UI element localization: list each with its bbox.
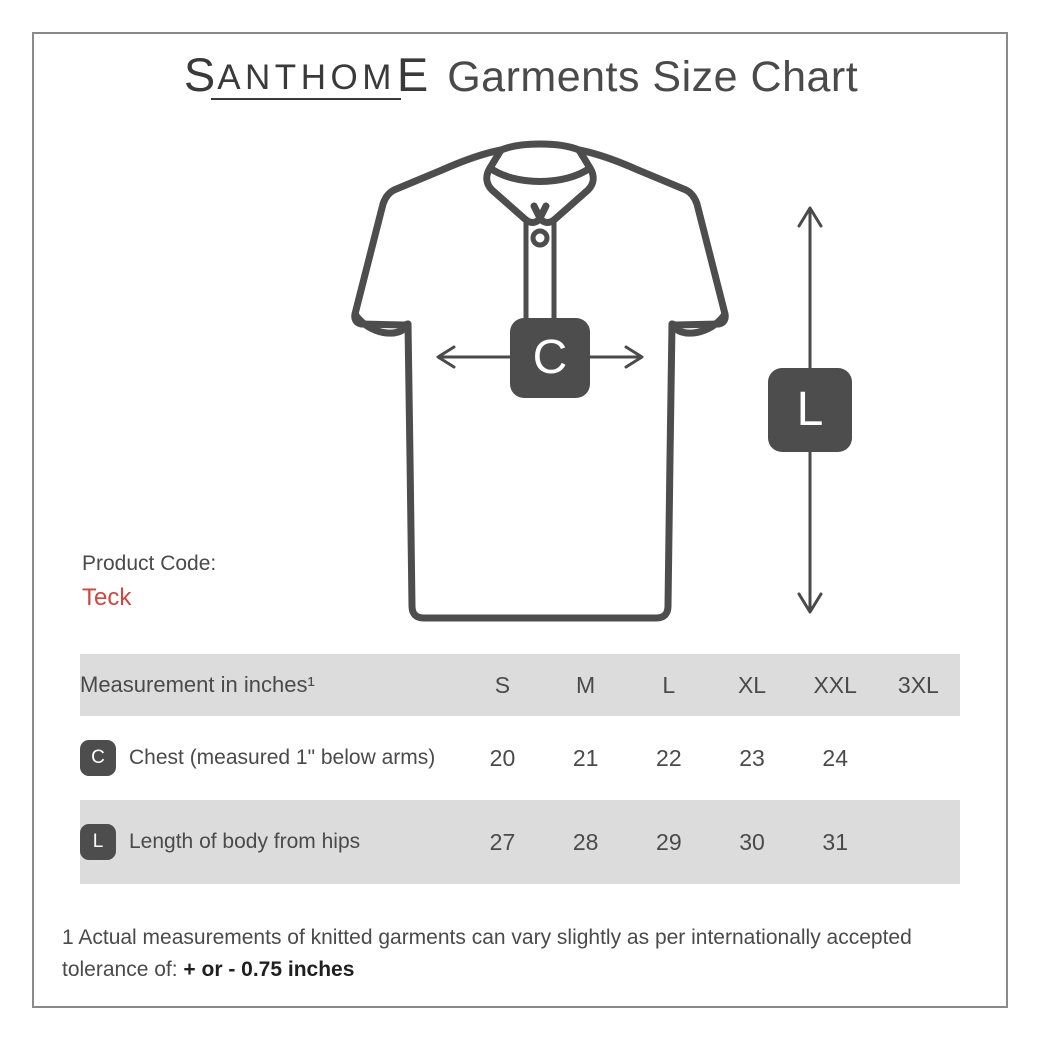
header-measurement: Measurement in inches¹	[80, 654, 461, 716]
product-code-block: Product Code: Teck	[82, 550, 216, 615]
length-badge	[768, 368, 852, 452]
brand-logo-s: S	[183, 48, 217, 101]
header-size-xxl: XXL	[793, 654, 877, 716]
chest-badge	[510, 318, 590, 398]
product-code-value: Teck	[82, 584, 132, 612]
table-row-chest: C Chest (measured 1" below arms) 20 21 2…	[80, 716, 960, 800]
length-value-m: 28	[544, 800, 628, 884]
product-code-label: Product Code:	[82, 552, 217, 575]
left-sleeve-outline	[351, 146, 505, 329]
length-row-label: Length of body from hips	[129, 830, 361, 853]
length-value-xxl: 31	[793, 800, 877, 884]
bottom-hem	[408, 602, 672, 622]
brand-logo: SANTHOME	[184, 47, 429, 102]
length-row-badge: L	[80, 824, 116, 860]
body-left-edge	[401, 320, 416, 610]
header-size-l: L	[627, 654, 711, 716]
row-chest-label-cell: C Chest (measured 1" below arms)	[80, 716, 461, 800]
chest-badge-letter: C	[533, 331, 568, 384]
size-table: Measurement in inches¹ S M L XL XXL 3XL …	[80, 654, 960, 884]
chest-row-badge: C	[80, 740, 116, 776]
length-badge-letter: L	[797, 383, 824, 436]
chest-value-l: 22	[627, 716, 711, 800]
footnote: 1 Actual measurements of knitted garment…	[62, 922, 962, 986]
page-border-frame	[32, 32, 1008, 1008]
row-length-label-cell: L Length of body from hips	[80, 800, 461, 884]
table-header-row: Measurement in inches¹ S M L XL XXL 3XL	[80, 654, 960, 716]
chest-value-s: 20	[460, 716, 545, 800]
page-title-text: Garments Size Chart	[447, 53, 859, 101]
right-sleeve-outline	[575, 146, 729, 329]
brand-logo-underline	[210, 98, 402, 100]
neck-opening	[486, 164, 594, 185]
body-right-edge	[664, 320, 679, 610]
footnote-text: 1 Actual measurements of knitted garment…	[62, 926, 912, 981]
chest-row-label: Chest (measured 1" below arms)	[129, 746, 436, 769]
chest-value-3xl	[876, 716, 960, 800]
length-value-s: 27	[460, 800, 545, 884]
footnote-tolerance: + or - 0.75 inches	[183, 957, 355, 981]
collar-top-edge	[497, 140, 583, 154]
header-size-xl: XL	[710, 654, 794, 716]
placket-button	[530, 228, 550, 248]
collar-left	[483, 146, 550, 226]
brand-logo-e: E	[396, 48, 430, 101]
header-size-m: M	[544, 654, 628, 716]
chest-value-xl: 23	[710, 716, 794, 800]
body-length-measure: L	[768, 206, 852, 614]
header-size-s: S	[460, 654, 545, 716]
length-value-xl: 30	[710, 800, 794, 884]
chest-value-xxl: 24	[793, 716, 877, 800]
table-row-length: L Length of body from hips 27 28 29 30 3…	[80, 800, 960, 884]
collar-right	[530, 146, 597, 226]
page-title: SANTHOME Garments Size Chart	[0, 47, 1042, 102]
polo-shirt-illustration: C	[351, 140, 729, 622]
length-value-l: 29	[627, 800, 711, 884]
chest-value-m: 21	[544, 716, 628, 800]
brand-logo-mid: ANTHOM	[217, 58, 396, 97]
header-size-3xl: 3XL	[876, 654, 960, 716]
length-value-3xl	[876, 800, 960, 884]
